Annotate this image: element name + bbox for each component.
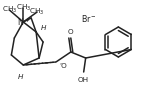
Text: H: H [41, 25, 47, 31]
Text: N$^+$: N$^+$ [17, 16, 30, 28]
Text: $\mathregular{CH_3}$: $\mathregular{CH_3}$ [16, 3, 31, 13]
Text: $\mathregular{CH_3}$: $\mathregular{CH_3}$ [30, 7, 45, 17]
Text: Br$^-$: Br$^-$ [81, 13, 97, 23]
Text: OH: OH [78, 77, 89, 83]
Text: 'O: 'O [59, 63, 67, 69]
Text: $\mathregular{CH_3}$: $\mathregular{CH_3}$ [2, 5, 17, 15]
Text: O: O [68, 29, 74, 35]
Text: H: H [18, 74, 23, 80]
